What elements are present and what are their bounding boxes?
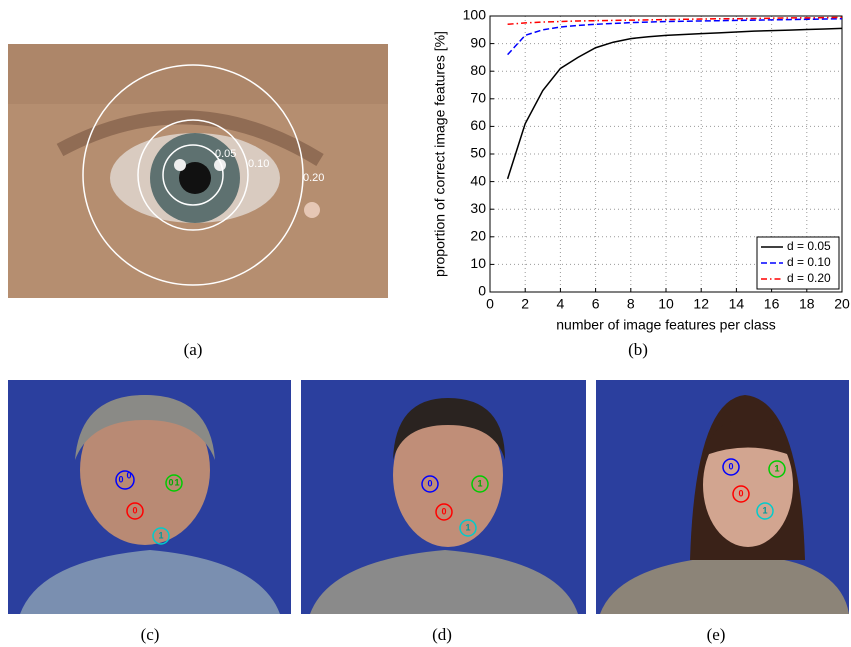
marker-label: 0 (118, 474, 123, 484)
panel-label: (c) (141, 625, 160, 644)
face-image: 0 0 0 1 0 1 (8, 380, 291, 614)
y-tick-label: 100 (463, 7, 487, 23)
y-tick-label: 90 (470, 34, 486, 50)
y-tick-label: 10 (470, 255, 486, 271)
x-tick-label: 2 (521, 296, 529, 312)
eye-image: 0.05 0.10 0.20 (8, 44, 388, 298)
marker-label: 1 (158, 530, 163, 540)
y-tick-label: 30 (470, 200, 486, 216)
y-tick-label: 50 (470, 145, 486, 161)
panel-label: (d) (432, 625, 452, 644)
marker-label: 0 (132, 505, 137, 515)
marker-label: 0 (728, 461, 733, 471)
panel-label: (a) (184, 340, 203, 359)
x-tick-label: 18 (799, 296, 815, 312)
x-tick-label: 6 (592, 296, 600, 312)
x-tick-label: 10 (658, 296, 674, 312)
marker-label: 0 (441, 506, 446, 516)
radius-label: 0.05 (215, 148, 236, 160)
x-tick-label: 12 (693, 296, 709, 312)
y-tick-label: 60 (470, 117, 486, 133)
figure-canvas: 0.05 0.10 0.20 (a) (b) 0 0 0 1 0 1 (c) 0… (0, 0, 851, 647)
panel-label: (b) (628, 340, 648, 359)
marker-label: 0 (126, 470, 131, 480)
face-image: 0 1 0 1 (301, 380, 586, 614)
marker-label: 0 (168, 477, 173, 487)
chart: number of image features per class propo… (432, 7, 850, 333)
legend-label: d = 0.20 (787, 271, 831, 285)
radius-label: 0.20 (303, 172, 324, 184)
y-tick-label: 0 (478, 283, 486, 299)
x-axis-label: number of image features per class (556, 317, 775, 333)
face-image: 0 1 0 1 (596, 380, 849, 614)
radius-label: 0.10 (248, 158, 269, 170)
panel-label: (e) (707, 625, 726, 644)
figure: 0.05 0.10 0.20 (a) (b) 0 0 0 1 0 1 (c) 0… (0, 0, 851, 647)
y-tick-label: 20 (470, 228, 486, 244)
x-tick-label: 4 (557, 296, 565, 312)
x-tick-label: 20 (834, 296, 850, 312)
y-tick-label: 70 (470, 90, 486, 106)
y-axis-label: proportion of correct image features [%] (432, 31, 448, 277)
marker-label: 0 (738, 488, 743, 498)
legend-label: d = 0.05 (787, 239, 831, 253)
x-tick-label: 8 (627, 296, 635, 312)
x-tick-label: 16 (764, 296, 780, 312)
marker-label: 1 (774, 463, 779, 473)
marker-label: 1 (465, 522, 470, 532)
legend-label: d = 0.10 (787, 255, 831, 269)
marker-label: 1 (762, 505, 767, 515)
marker-label: 1 (174, 477, 179, 487)
y-tick-label: 40 (470, 172, 486, 188)
x-tick-label: 0 (486, 296, 494, 312)
marker-label: 1 (477, 478, 482, 488)
marker-label: 0 (427, 478, 432, 488)
y-tick-label: 80 (470, 62, 486, 78)
x-tick-label: 14 (729, 296, 745, 312)
